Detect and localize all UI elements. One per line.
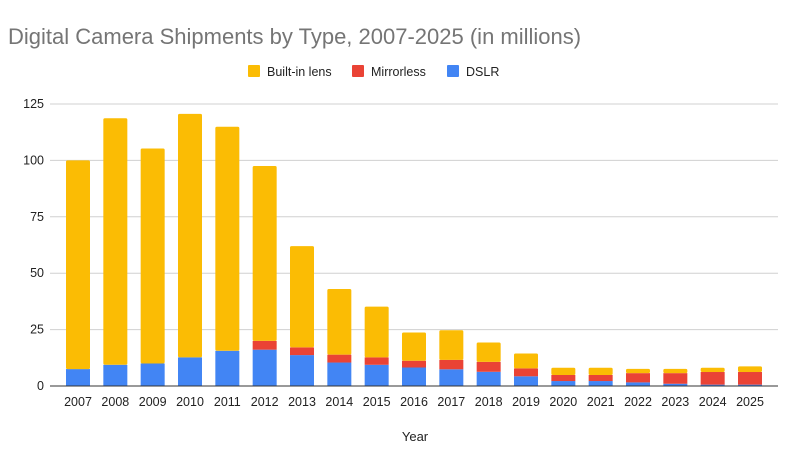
bar-built-in-lens-2013 [290, 246, 314, 348]
legend-swatch-built-in-lens [248, 65, 260, 77]
x-tick-label: 2016 [400, 395, 428, 409]
bar-built-in-lens-2014 [327, 288, 352, 355]
bar-built-in-lens-2023 [663, 368, 688, 374]
bar-dslr-2017 [439, 369, 464, 386]
bar-dslr-2012 [252, 349, 277, 386]
x-tick-label: 2010 [176, 395, 204, 409]
x-tick-label: 2013 [288, 395, 316, 409]
bar-dslr-2024 [700, 384, 725, 386]
bar-mirrorless-2022 [626, 373, 650, 383]
x-tick-label: 2019 [512, 395, 540, 409]
legend-label: Mirrorless [371, 65, 426, 79]
bar-mirrorless-2012 [252, 340, 277, 350]
y-tick-label: 25 [30, 323, 44, 337]
x-tick-label: 2012 [251, 395, 279, 409]
bar-built-in-lens-2022 [626, 368, 650, 374]
bar-mirrorless-2016 [402, 360, 426, 368]
x-tick-label: 2018 [475, 395, 503, 409]
bar-built-in-lens-2011 [215, 126, 240, 351]
x-tick-label: 2017 [437, 395, 465, 409]
bar-dslr-2014 [327, 362, 352, 386]
legend-label: Built-in lens [267, 65, 332, 79]
x-tick-label: 2009 [139, 395, 167, 409]
y-tick-label: 75 [30, 210, 44, 224]
y-tick-label: 125 [23, 97, 44, 111]
bar-dslr-2018 [476, 371, 501, 386]
y-tick-label: 100 [23, 153, 44, 167]
legend-label: DSLR [466, 65, 499, 79]
x-tick-label: 2015 [363, 395, 391, 409]
bar-built-in-lens-2012 [252, 166, 277, 341]
bar-built-in-lens-2019 [514, 353, 538, 369]
bar-dslr-2022 [626, 382, 650, 386]
bar-dslr-2020 [551, 381, 576, 386]
bar-dslr-2016 [402, 367, 426, 386]
x-tick-label: 2007 [64, 395, 92, 409]
x-axis-title: Year [402, 429, 429, 444]
y-tick-label: 50 [30, 266, 44, 280]
bar-dslr-2019 [514, 376, 538, 386]
bar-mirrorless-2013 [290, 347, 314, 356]
bar-mirrorless-2019 [514, 368, 538, 377]
x-tick-label: 2014 [325, 395, 353, 409]
bar-mirrorless-2024 [700, 372, 725, 385]
bar-mirrorless-2015 [364, 357, 389, 365]
bar-built-in-lens-2008 [103, 118, 128, 365]
legend-swatch-mirrorless [352, 65, 364, 77]
x-tick-label: 2011 [214, 395, 241, 409]
bar-built-in-lens-2018 [476, 342, 501, 362]
bar-built-in-lens-2024 [700, 367, 725, 373]
bar-built-in-lens-2015 [364, 306, 389, 358]
chart-title: Digital Camera Shipments by Type, 2007-2… [8, 24, 582, 49]
bar-built-in-lens-2009 [140, 148, 165, 364]
bar-mirrorless-2025 [738, 372, 762, 385]
bar-dslr-2013 [290, 355, 314, 386]
bar-dslr-2010 [178, 357, 202, 386]
bar-built-in-lens-2020 [551, 367, 576, 375]
bar-mirrorless-2021 [588, 374, 613, 382]
bar-dslr-2007 [66, 369, 90, 386]
x-tick-label: 2024 [699, 395, 727, 409]
x-tick-label: 2025 [736, 395, 764, 409]
bar-mirrorless-2018 [476, 361, 501, 372]
bar-built-in-lens-2017 [439, 330, 464, 360]
bar-dslr-2015 [364, 364, 389, 386]
bar-mirrorless-2014 [327, 354, 352, 363]
bar-built-in-lens-2016 [402, 332, 426, 361]
y-tick-label: 0 [37, 379, 44, 393]
bar-built-in-lens-2010 [178, 113, 202, 358]
bar-dslr-2011 [215, 350, 240, 386]
bar-mirrorless-2017 [439, 359, 464, 370]
x-tick-label: 2021 [587, 395, 615, 409]
x-tick-label: 2008 [101, 395, 129, 409]
bar-built-in-lens-2021 [588, 367, 613, 375]
bar-dslr-2025 [738, 384, 762, 386]
bar-built-in-lens-2007 [66, 160, 90, 370]
x-tick-label: 2023 [661, 395, 689, 409]
bar-dslr-2008 [103, 364, 128, 386]
bar-dslr-2009 [140, 363, 165, 386]
x-tick-label: 2022 [624, 395, 652, 409]
bar-dslr-2021 [588, 381, 613, 386]
legend-swatch-dslr [447, 65, 459, 77]
bar-mirrorless-2023 [663, 373, 688, 384]
bar-mirrorless-2020 [551, 374, 576, 382]
bar-built-in-lens-2025 [738, 366, 762, 373]
x-tick-label: 2020 [549, 395, 577, 409]
bar-dslr-2023 [663, 383, 688, 386]
